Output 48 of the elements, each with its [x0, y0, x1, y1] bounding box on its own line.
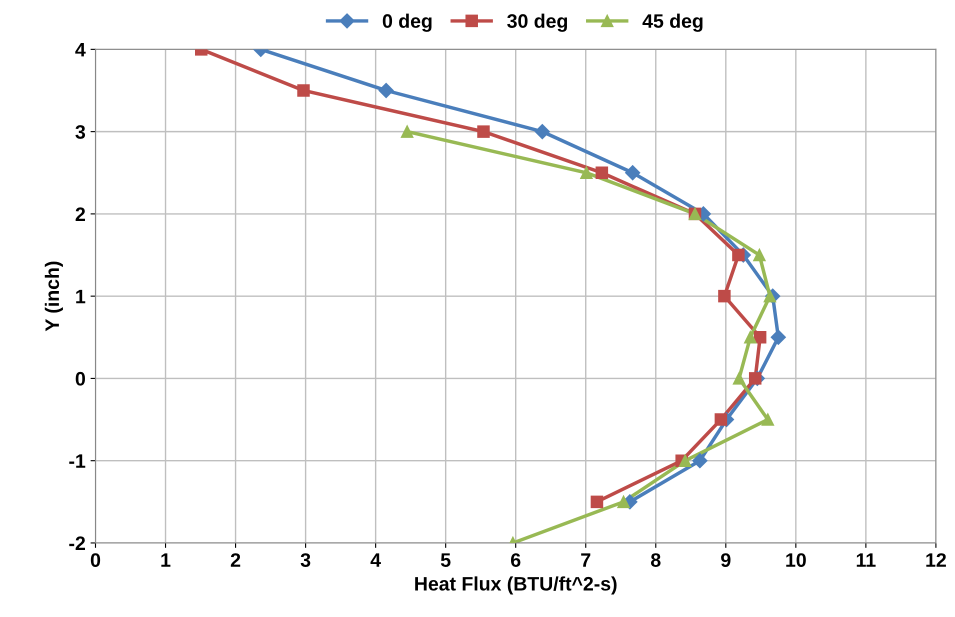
point: [762, 413, 774, 426]
y-tick-label: -1: [69, 454, 86, 468]
point: [753, 248, 766, 262]
x-tick-label: 11: [856, 553, 876, 567]
legend-label: 30 deg: [507, 14, 568, 32]
x-tick-label: 3: [300, 553, 310, 567]
x-tick-label: 2: [230, 553, 240, 567]
point: [625, 165, 640, 180]
point: [534, 124, 550, 140]
x-tick-label: 6: [511, 553, 520, 567]
x-tick-label: 8: [650, 553, 661, 567]
point: [732, 372, 746, 385]
y-tick-label: 3: [75, 125, 86, 139]
point: [617, 496, 630, 508]
point: [596, 166, 608, 180]
point: [477, 125, 490, 138]
point: [714, 413, 728, 426]
y-tick-label: 1: [76, 290, 86, 304]
legend-label: 0 deg: [382, 14, 432, 32]
point: [590, 496, 604, 508]
y-tick-label: 4: [75, 43, 86, 56]
x-tick-label: 4: [370, 553, 381, 567]
x-tick-label: 12: [926, 553, 946, 567]
y-axis-title: Y (inch): [44, 262, 63, 332]
x-tick-label: 10: [786, 553, 806, 567]
point: [580, 166, 593, 180]
x-tick-label: 9: [721, 553, 730, 567]
x-tick-label: 5: [440, 553, 451, 567]
y-tick-label: 0: [76, 372, 85, 386]
x-tick-label: 7: [581, 553, 590, 567]
point: [378, 82, 394, 98]
x-tick-label: 0: [90, 553, 100, 567]
point: [770, 330, 786, 345]
point: [692, 453, 708, 468]
point: [744, 331, 757, 344]
x-axis-title: Heat Flux (BTU/ft^2-s): [415, 576, 617, 594]
y-tick-label: -2: [69, 536, 85, 550]
legend-label: 45 deg: [642, 14, 702, 32]
point: [748, 372, 762, 385]
y-tick-label: 2: [76, 207, 85, 221]
x-tick-label: 1: [161, 553, 170, 567]
point: [678, 454, 692, 467]
point: [732, 248, 745, 262]
point: [718, 290, 731, 302]
point: [764, 290, 776, 302]
point: [754, 331, 766, 344]
point: [400, 125, 414, 138]
point: [297, 84, 310, 97]
